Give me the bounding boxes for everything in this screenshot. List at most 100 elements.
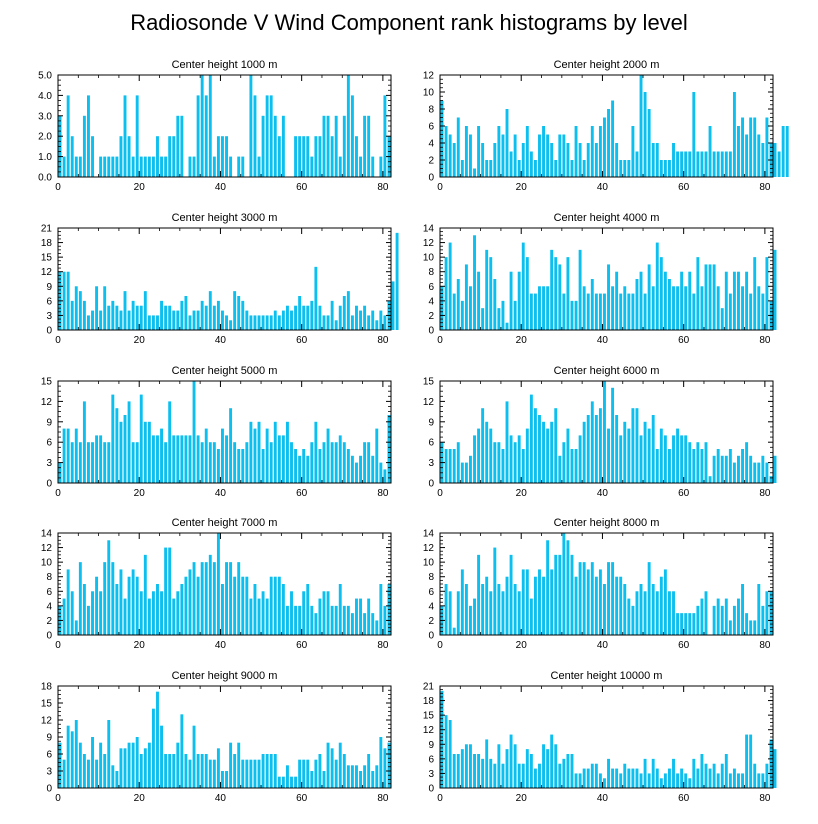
y-tick-label: 3: [46, 311, 52, 322]
x-tick-label: 20: [134, 182, 146, 193]
bar-rank-38: [594, 763, 598, 788]
bar-rank-23: [151, 591, 155, 635]
bar-rank-69: [338, 742, 342, 788]
bar-rank-18: [513, 300, 517, 330]
bar-rank-25: [542, 126, 545, 177]
bar-rank-29: [176, 310, 180, 330]
bar-rank-64: [700, 286, 704, 330]
y-tick-label: 4.0: [38, 91, 52, 102]
bar-rank-5: [460, 160, 464, 177]
bar-rank-70: [342, 442, 346, 483]
bar-rank-77: [753, 117, 757, 177]
bar-rank-54: [659, 576, 663, 635]
bar-rank-48: [635, 591, 639, 635]
bar-rank-43: [233, 442, 237, 483]
bar-rank-8: [473, 598, 476, 635]
bar-rank-29: [558, 264, 562, 330]
bar-rank-71: [728, 449, 732, 483]
bar-rank-76: [367, 315, 371, 330]
y-tick-label: 12: [41, 397, 53, 408]
bar-rank-35: [200, 754, 204, 788]
bar-rank-78: [375, 428, 379, 483]
x-tick-label: 60: [678, 488, 690, 499]
bar-rank-56: [668, 449, 671, 483]
bar-rank-9: [95, 286, 99, 330]
bar-rank-3: [70, 442, 74, 483]
y-tick-label: 9: [428, 417, 434, 428]
bar-rank-42: [229, 408, 233, 483]
bar-rank-47: [249, 315, 253, 330]
bar-rank-49: [257, 156, 261, 177]
bar-rank-79: [379, 737, 383, 788]
bar-rank-21: [525, 126, 529, 177]
bar-rank-36: [586, 768, 590, 788]
bar-rank-47: [631, 768, 635, 788]
y-tick-label: 10: [423, 88, 435, 99]
y-tick-label: 18: [41, 682, 53, 693]
bar-rank-22: [529, 394, 533, 483]
bar-rank-11: [485, 739, 489, 788]
bar-rank-10: [481, 758, 485, 788]
bar-rank-29: [176, 591, 180, 635]
bar-rank-18: [513, 584, 517, 635]
bar-rank-23: [533, 576, 537, 635]
bar-rank-68: [716, 286, 720, 330]
bar-rank-67: [712, 605, 716, 635]
bar-rank-65: [704, 763, 708, 788]
bar-rank-60: [302, 305, 306, 330]
bar-rank-57: [290, 442, 293, 483]
bar-rank-44: [237, 296, 241, 330]
y-tick-label: 6: [46, 438, 52, 449]
bar-rank-24: [538, 286, 541, 330]
bar-rank-64: [318, 598, 322, 635]
panel-title: Center height 2000 m: [554, 59, 660, 71]
bar-rank-21: [525, 749, 529, 788]
bar-rank-61: [688, 778, 692, 788]
bar-rank-60: [684, 435, 688, 483]
bar-rank-18: [513, 134, 517, 177]
bar-rank-59: [680, 271, 684, 330]
bar-rank-72: [732, 92, 736, 177]
bar-rank-1: [62, 271, 66, 330]
bar-rank-56: [668, 279, 671, 330]
bar-rank-66: [326, 591, 330, 635]
bar-rank-77: [371, 771, 375, 788]
bar-rank-3: [452, 754, 456, 788]
bar-rank-13: [493, 143, 497, 177]
bar-rank-7: [87, 315, 90, 330]
y-tick-label: 6: [428, 587, 434, 598]
bar-rank-42: [611, 100, 615, 177]
bar-rank-32: [188, 435, 192, 483]
bar-rank-25: [542, 286, 545, 330]
bar-rank-30: [180, 435, 184, 483]
bar-rank-64: [700, 151, 704, 177]
bar-rank-14: [497, 308, 501, 330]
bar-rank-55: [663, 773, 667, 788]
bar-rank-16: [123, 415, 127, 483]
bar-rank-69: [338, 305, 342, 330]
bar-rank-66: [326, 315, 330, 330]
bar-rank-34: [196, 95, 200, 177]
bar-rank-47: [249, 598, 253, 635]
panel-title: Center height 9000 m: [172, 670, 278, 682]
bar-rank-35: [582, 768, 586, 788]
bar-rank-3: [452, 449, 456, 483]
bar-rank-2: [66, 271, 70, 330]
bar-rank-24: [156, 691, 159, 788]
bar-rank-67: [330, 748, 334, 788]
bar-rank-22: [147, 315, 151, 330]
bar-rank-44: [237, 742, 241, 788]
x-tick-label: 20: [516, 640, 528, 651]
bar-rank-55: [663, 271, 667, 330]
x-tick-label: 0: [55, 488, 61, 499]
bar-rank-76: [367, 754, 371, 788]
bar-rank-6: [464, 126, 468, 177]
bar-rank-60: [302, 591, 306, 635]
bar-rank-71: [728, 620, 732, 635]
bar-rank-64: [318, 449, 322, 483]
y-tick-label: 3: [46, 767, 52, 778]
bar-rank-6: [82, 115, 86, 177]
panel-title: Center height 5000 m: [172, 365, 278, 377]
bar-rank-9: [95, 759, 99, 788]
y-tick-label: 12: [41, 543, 53, 554]
